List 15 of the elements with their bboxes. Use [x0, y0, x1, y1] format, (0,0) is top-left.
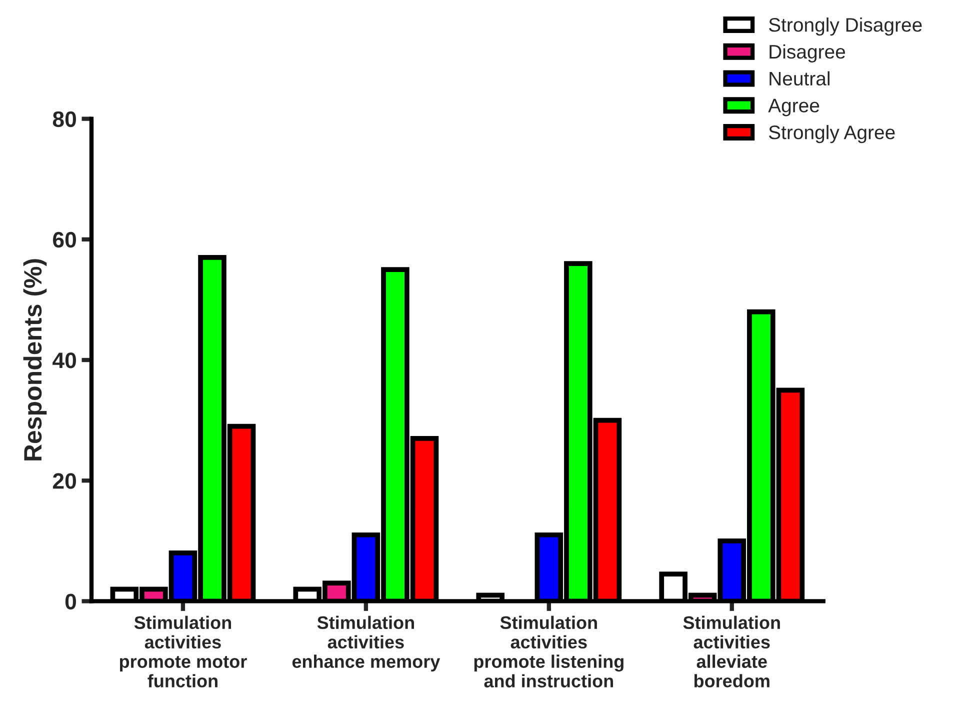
y-tick-label: 60 — [53, 232, 76, 248]
y-tick-label: 40 — [52, 352, 76, 368]
legend-label: Strongly Disagree — [768, 18, 922, 36]
legend-label: Disagree — [770, 44, 846, 62]
legend-label: Neutral — [770, 71, 830, 86]
y-axis-title: Respondents (%) — [23, 259, 47, 460]
legend-label: Strongly Agree — [768, 125, 895, 144]
legend-label: Agree — [768, 98, 820, 116]
x-tick-label: Stimulation activities enhance memory — [292, 616, 440, 672]
y-tick-label: 80 — [52, 111, 76, 128]
x-tick-label: Stimulation activities promote motor function — [120, 616, 247, 688]
x-tick-label: Stimulation activities alleviate boredom — [683, 616, 780, 688]
x-tick-label: Stimulation activities promote listening and instruction — [474, 616, 624, 688]
y-tick-label: 0 — [65, 594, 76, 610]
y-tick-label: 20 — [52, 473, 76, 489]
